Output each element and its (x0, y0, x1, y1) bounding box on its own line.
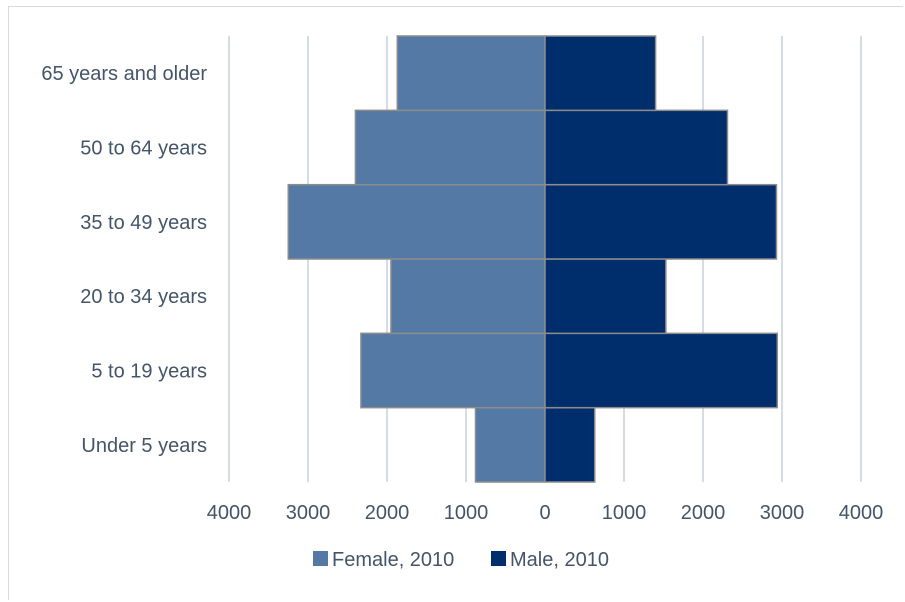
x-tick-label: 0 (539, 502, 550, 524)
x-tick-label: 4000 (839, 502, 884, 524)
bar-female-2010-under-5-years (474, 406, 546, 483)
category-label: 35 to 49 years (80, 212, 207, 234)
bar-male-2010-35-to-49-years (544, 183, 778, 260)
category-label: 5 to 19 years (91, 361, 207, 383)
category-label: Under 5 years (81, 435, 207, 457)
bar-male-2010-50-to-64-years (544, 109, 729, 186)
bar-female-2010-20-to-34-years (390, 258, 546, 335)
bar-male-2010-under-5-years (544, 406, 596, 483)
category-label: 20 to 34 years (80, 286, 207, 308)
x-tick-label: 3000 (286, 502, 331, 524)
bar-male-2010-20-to-34-years (544, 258, 667, 335)
bars (287, 35, 779, 483)
bar-male-2010-5-to-19-years (544, 332, 779, 409)
legend: Female, 2010 Male, 2010 (313, 549, 609, 571)
category-label: 65 years and older (41, 63, 207, 85)
category-label: 50 to 64 years (80, 138, 207, 160)
bar-male-2010-65-years-and-older (544, 35, 657, 112)
x-tick-label: 1000 (444, 502, 489, 524)
x-tick-label: 1000 (602, 502, 647, 524)
x-tick-label: 2000 (365, 502, 410, 524)
x-tick-label: 2000 (681, 502, 726, 524)
chart-frame (8, 6, 903, 600)
bar-female-2010-5-to-19-years (360, 332, 546, 409)
legend-label-male-2010: Male, 2010 (510, 549, 609, 571)
x-tick-label: 3000 (760, 502, 805, 524)
legend-label-female-2010: Female, 2010 (332, 549, 454, 571)
legend-swatch-female-2010 (313, 551, 328, 566)
bar-female-2010-50-to-64-years (354, 109, 546, 186)
bar-female-2010-65-years-and-older (396, 35, 546, 112)
axis-labels: Under 5 years 5 to 19 years 20 to 34 years… (41, 63, 883, 524)
x-tick-label: 4000 (207, 502, 252, 524)
bar-female-2010-35-to-49-years (287, 183, 546, 260)
legend-swatch-male-2010 (491, 551, 506, 566)
